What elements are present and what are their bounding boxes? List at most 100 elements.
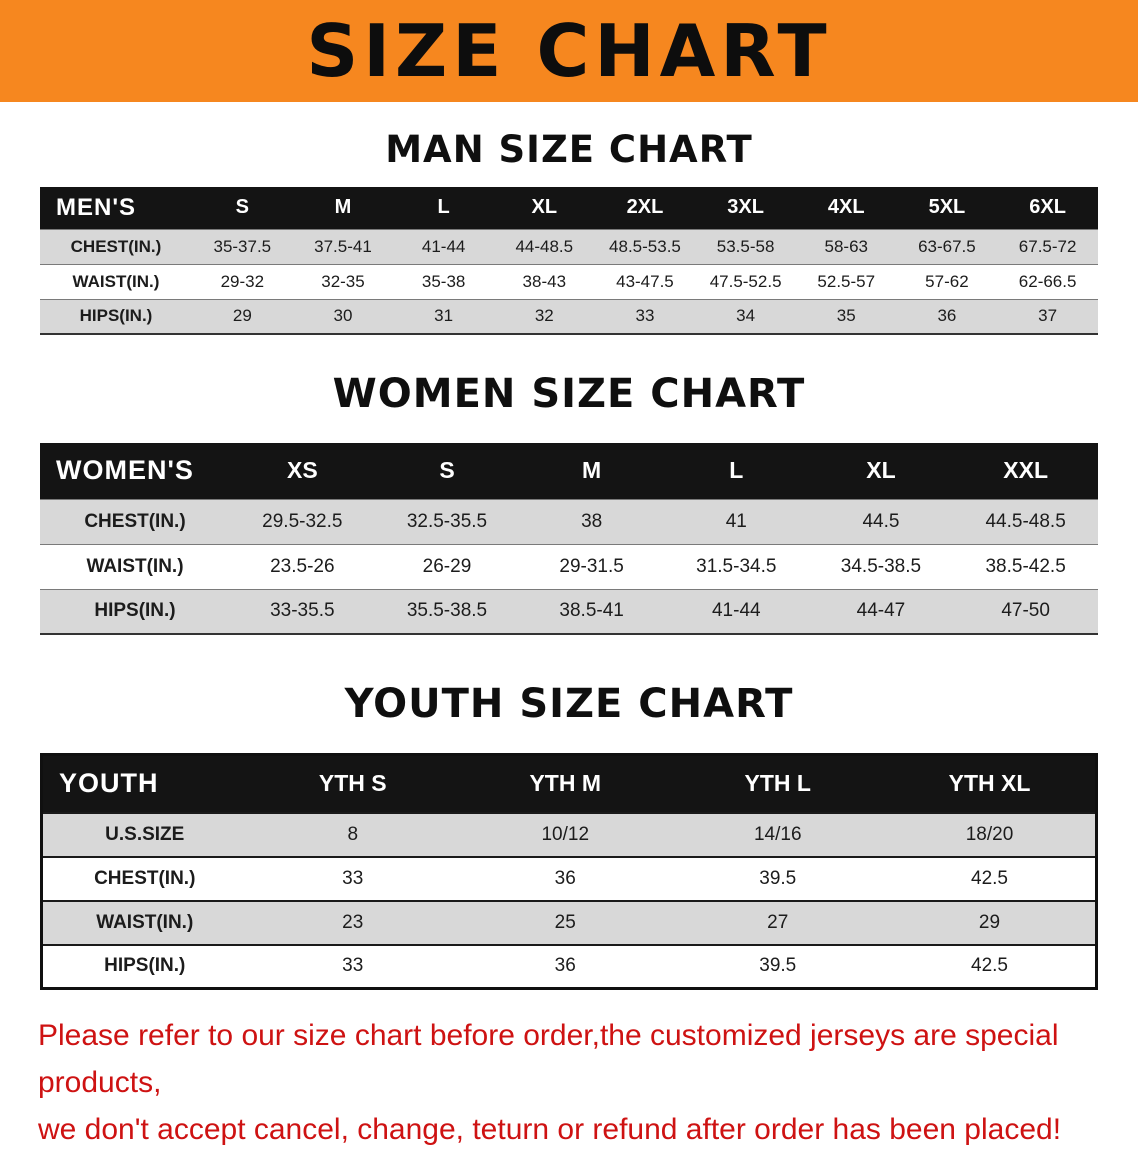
size-cell: 38.5-41 — [559, 600, 624, 622]
size-cell: 32.5-35.5 — [406, 510, 488, 532]
youth-size-table: YOUTH YTH S YTH M YTH L YTH XL U.S.SIZE … — [40, 753, 1098, 990]
women-section-heading: WOMEN SIZE CHART — [332, 371, 806, 417]
size-cell: 53.5-58 — [716, 236, 775, 256]
youth-section-heading: YOUTH SIZE CHART — [344, 681, 794, 727]
size-cell: 57-62 — [925, 271, 969, 291]
size-cell: 67.5-72 — [1018, 236, 1077, 256]
row-label: CHEST(IN.) — [84, 510, 186, 532]
women-header-row: WOMEN'S XS S M L XL XXL — [40, 443, 1098, 499]
women-waist-row: WAIST(IN.) 23.5-26 26-29 29-31.5 31.5-34… — [40, 544, 1098, 589]
size-cell: 44-47 — [856, 600, 906, 622]
size-cell: 23 — [342, 911, 364, 933]
size-cell: 42.5 — [971, 867, 1008, 889]
men-header-row: MEN'S S M L XL 2XL 3XL 4XL 5XL 6XL — [40, 187, 1098, 229]
size-cell: 52.5-57 — [817, 271, 876, 291]
size-cell: 63-67.5 — [918, 236, 976, 256]
header-cell: XXL — [953, 443, 1098, 499]
size-cell: 30 — [333, 306, 353, 326]
women-size-table: WOMEN'S XS S M L XL XXL CHEST(IN.) 29.5-… — [40, 443, 1098, 635]
size-cell: 26-29 — [422, 555, 472, 577]
size-cell: 38.5-42.5 — [985, 555, 1066, 577]
header-cell: 3XL — [695, 187, 796, 229]
size-cell: 41-44 — [711, 600, 761, 622]
header-cell: 2XL — [594, 187, 696, 229]
header-cell: XL — [808, 443, 954, 499]
size-cell: 25 — [554, 911, 576, 933]
size-cell: 41-44 — [421, 236, 466, 256]
size-cell: 39.5 — [759, 867, 797, 889]
men-size-table: MEN'S S M L XL 2XL 3XL 4XL 5XL 6XL CHEST… — [40, 187, 1098, 335]
youth-ussize-row: U.S.SIZE 8 10/12 14/16 18/20 — [41, 812, 1097, 857]
size-cell: 31 — [434, 306, 454, 326]
size-cell: 58-63 — [824, 236, 868, 256]
header-cell: M — [519, 443, 664, 499]
size-cell: 27 — [767, 911, 789, 933]
youth-chest-row: CHEST(IN.) 33 36 39.5 42.5 — [41, 856, 1097, 901]
men-section-heading: MAN SIZE CHART — [385, 128, 753, 171]
youth-header-row: YOUTH YTH S YTH M YTH L YTH XL — [41, 754, 1097, 813]
size-cell: 34 — [736, 306, 756, 326]
size-cell: 62-66.5 — [1018, 271, 1077, 291]
youth-hips-row: HIPS(IN.) 33 36 39.5 42.5 — [41, 944, 1097, 989]
size-cell: 32 — [534, 306, 554, 326]
size-cell: 32-35 — [321, 271, 365, 291]
size-cell: 44-48.5 — [515, 236, 574, 256]
header-cell: XS — [230, 443, 375, 499]
women-chest-row: CHEST(IN.) 29.5-32.5 32.5-35.5 38 41 44.… — [40, 499, 1098, 544]
row-label: CHEST(IN.) — [70, 236, 162, 256]
header-cell: XL — [493, 187, 595, 229]
header-cell: YTH XL — [884, 754, 1097, 813]
size-cell: 37 — [1038, 306, 1058, 326]
row-label: HIPS(IN.) — [104, 955, 186, 977]
women-table-title: WOMEN'S — [40, 443, 230, 499]
disclaimer-line: Please refer to our size chart before or… — [38, 1019, 1059, 1099]
youth-table-title: YOUTH — [41, 754, 247, 813]
size-cell: 39.5 — [759, 955, 797, 977]
size-cell: 29 — [232, 306, 252, 326]
size-cell: 43-47.5 — [616, 271, 674, 291]
size-cell: 42.5 — [971, 955, 1008, 977]
header-cell: 5XL — [896, 187, 998, 229]
row-label: WAIST(IN.) — [96, 911, 194, 933]
size-cell: 44.5 — [862, 510, 900, 532]
size-cell: 41 — [725, 510, 747, 532]
size-cell: 35 — [836, 306, 856, 326]
size-cell: 10/12 — [541, 823, 590, 845]
size-cell: 48.5-53.5 — [609, 236, 681, 256]
size-cell: 36 — [554, 867, 576, 889]
header-cell: 6XL — [997, 187, 1098, 229]
size-cell: 14/16 — [753, 823, 802, 845]
size-cell: 35-38 — [421, 271, 466, 291]
size-cell: 33-35.5 — [270, 600, 335, 622]
page-title: SIZE CHART — [306, 9, 832, 93]
size-cell: 23.5-26 — [270, 555, 335, 577]
header-cell: L — [393, 187, 494, 229]
size-cell: 29 — [978, 911, 1001, 933]
men-chest-row: CHEST(IN.) 35-37.5 37.5-41 41-44 44-48.5… — [40, 229, 1098, 264]
row-label: HIPS(IN.) — [79, 306, 153, 326]
size-cell: 33 — [342, 867, 364, 889]
size-cell: 18/20 — [965, 823, 1014, 845]
row-label: U.S.SIZE — [105, 823, 185, 845]
size-cell: 33 — [635, 306, 655, 326]
size-cell: 38-43 — [522, 271, 567, 291]
size-cell: 47.5-52.5 — [709, 271, 782, 291]
size-cell: 34.5-38.5 — [840, 555, 922, 577]
header-cell: M — [292, 187, 394, 229]
header-cell: 4XL — [795, 187, 897, 229]
size-cell: 29.5-32.5 — [262, 510, 343, 532]
size-cell: 36 — [554, 955, 576, 977]
size-cell: 38 — [581, 510, 603, 532]
men-hips-row: HIPS(IN.) 29 30 31 32 33 34 35 36 37 — [40, 299, 1098, 334]
size-cell: 35.5-38.5 — [406, 600, 488, 622]
size-cell: 8 — [347, 823, 359, 845]
size-cell: 31.5-34.5 — [696, 555, 777, 577]
header-cell: S — [374, 443, 520, 499]
size-cell: 29-31.5 — [559, 555, 624, 577]
size-cell: 44.5-48.5 — [985, 510, 1066, 532]
header-cell: S — [192, 187, 293, 229]
banner: SIZE CHART — [0, 0, 1138, 102]
size-cell: 37.5-41 — [314, 236, 372, 256]
header-cell: YTH M — [459, 754, 672, 813]
disclaimer-line: we don't accept cancel, change, teturn o… — [38, 1113, 1062, 1146]
